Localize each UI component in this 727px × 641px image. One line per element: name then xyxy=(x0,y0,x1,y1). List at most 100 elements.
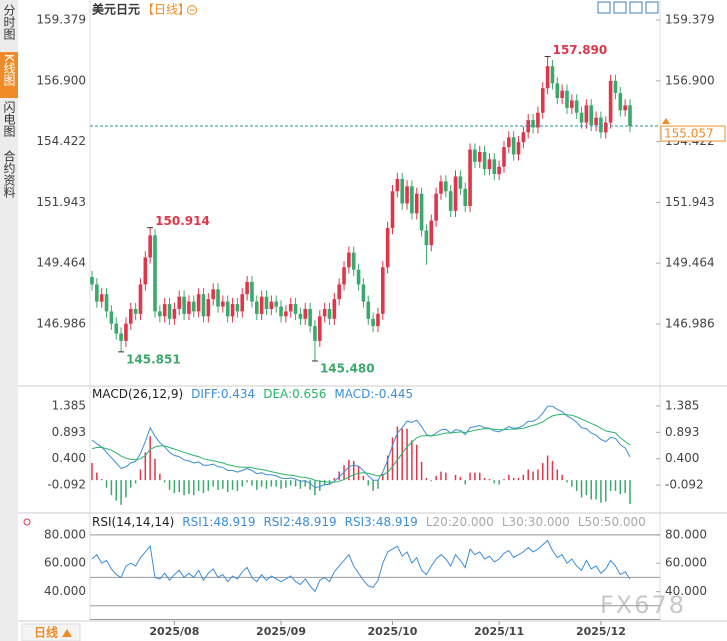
tool-icon[interactable] xyxy=(613,1,627,14)
candle-body xyxy=(327,308,332,319)
candle-body xyxy=(390,191,395,229)
candle-body xyxy=(225,301,230,317)
sidebar-tab[interactable]: 分时图 xyxy=(2,4,16,40)
candle-body xyxy=(167,304,172,319)
candle-body xyxy=(608,80,613,123)
y-tick-label: 146.986 xyxy=(665,317,715,331)
candle-body xyxy=(424,230,429,246)
candle-body xyxy=(313,326,317,341)
candle-body xyxy=(444,181,448,192)
candle-body xyxy=(143,257,148,285)
macd-bar xyxy=(246,480,248,483)
candle-body xyxy=(361,284,366,302)
candle-body xyxy=(288,304,293,312)
candle-body xyxy=(298,313,303,319)
sidebar-tab[interactable]: K线图 xyxy=(2,54,16,86)
macd-bar xyxy=(600,480,602,503)
macd-bar xyxy=(590,480,592,500)
candle-body xyxy=(211,289,215,300)
candle-body xyxy=(560,90,564,99)
candle-body xyxy=(153,235,157,312)
settings-icon[interactable] xyxy=(23,518,31,526)
macd-bar xyxy=(542,463,544,481)
candle-body xyxy=(613,80,618,94)
macd-bar xyxy=(469,472,471,481)
macd-bar xyxy=(454,474,457,481)
macd-line xyxy=(91,413,631,483)
macd-bar xyxy=(173,480,176,494)
candle-body xyxy=(414,193,419,214)
candle-body xyxy=(477,151,482,162)
candle-body xyxy=(458,176,463,189)
candle-body xyxy=(90,277,94,285)
macd-bar xyxy=(571,480,573,487)
candle-body xyxy=(628,105,632,127)
candle-body xyxy=(516,142,521,155)
x-tick-label: 2025/08 xyxy=(149,625,199,638)
macd-bar xyxy=(130,480,132,488)
macd-bar xyxy=(96,472,98,481)
candle-body xyxy=(221,301,225,307)
candle-body xyxy=(545,66,550,89)
period[interactable]: 【日线】 xyxy=(142,3,190,17)
candle-body xyxy=(269,301,274,309)
candle-body xyxy=(400,178,404,204)
candle-body xyxy=(124,323,128,341)
macd-bar xyxy=(372,480,374,491)
macd-bar xyxy=(222,480,224,489)
candle-body xyxy=(385,228,390,268)
sidebar-tab[interactable]: 闪电图 xyxy=(2,101,16,137)
macd-bar xyxy=(260,480,263,487)
candle-body xyxy=(318,316,322,341)
zoom-icon[interactable] xyxy=(187,5,197,15)
candle-body xyxy=(206,299,211,317)
sidebar-tab[interactable]: 合约资料 xyxy=(2,149,16,198)
y-tick-label: 0.400 xyxy=(665,451,699,465)
candle-body xyxy=(565,90,569,108)
candle-body xyxy=(570,100,574,108)
y-tick-label: -0.092 xyxy=(665,478,704,492)
macd-bar xyxy=(585,480,588,496)
candle-body xyxy=(405,186,409,204)
candle-body xyxy=(618,93,623,111)
candle-body xyxy=(230,304,235,317)
candle-body xyxy=(201,294,206,317)
y-tick-label: 40.000 xyxy=(665,584,707,598)
tool-icon[interactable] xyxy=(629,1,643,14)
macd-bar xyxy=(420,461,423,481)
macd-bar xyxy=(367,480,370,486)
candle-body xyxy=(531,120,535,128)
period-tab[interactable]: 日线 xyxy=(34,625,58,640)
macd-bar xyxy=(333,478,336,481)
candle-body xyxy=(381,267,385,314)
macd-bar xyxy=(566,480,568,483)
macd-bar xyxy=(154,458,156,481)
y-tick-label: 154.422 xyxy=(36,134,86,148)
candle-body xyxy=(487,159,492,170)
candle-body xyxy=(507,137,511,148)
macd-bar xyxy=(386,455,389,481)
macd-bar xyxy=(425,478,428,481)
macd-bar xyxy=(396,426,399,481)
y-tick-label: 156.900 xyxy=(36,73,86,87)
macd-bar xyxy=(522,474,525,481)
legend-item: L30:30.000 xyxy=(502,515,570,529)
candle-body xyxy=(434,193,438,221)
candle-body xyxy=(550,66,555,84)
macd-bar xyxy=(265,480,268,489)
macd-bar xyxy=(178,480,180,492)
tool-icon[interactable] xyxy=(645,1,659,14)
macd-bar xyxy=(348,459,350,481)
candle-body xyxy=(284,311,288,317)
candle-body xyxy=(536,112,540,128)
macd-bar xyxy=(478,472,481,481)
rsi-line xyxy=(91,539,631,593)
legend-item: RSI(14,14,14) xyxy=(92,515,174,529)
candle-body xyxy=(114,323,119,334)
candle-body xyxy=(347,252,351,268)
macd-bar xyxy=(226,480,229,492)
tool-icon[interactable] xyxy=(597,1,611,14)
macd-bar xyxy=(440,471,442,481)
y-tick-label: 151.943 xyxy=(36,195,86,209)
